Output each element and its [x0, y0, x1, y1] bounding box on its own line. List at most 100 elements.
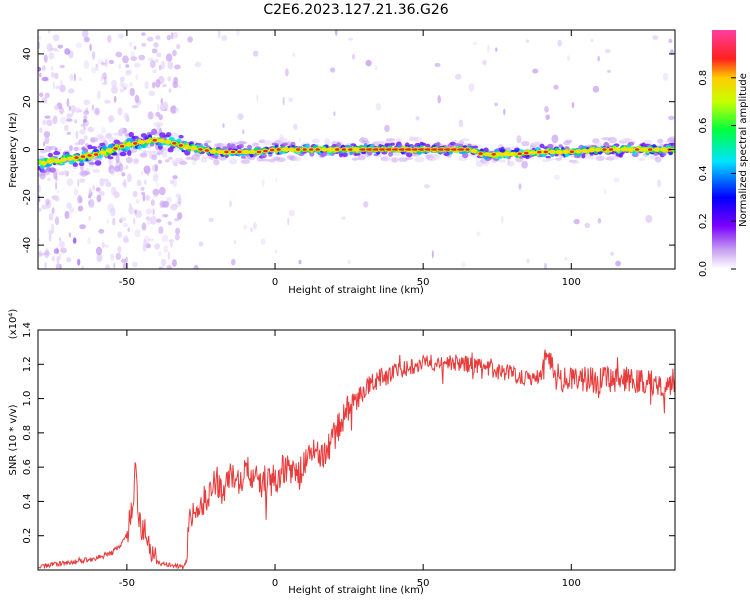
spectrum-noise-cell [129, 41, 132, 47]
spectrum-ridge-peak [152, 138, 157, 142]
spectrum-noise-cell [132, 261, 138, 268]
spectrum-noise-cell [365, 59, 372, 67]
spectrum-noise-cell [46, 119, 53, 127]
spectrum-noise-cell [194, 61, 202, 68]
spectrum-band-cell [204, 140, 212, 144]
spectrum-band-cell [92, 168, 101, 173]
spectrum-noise-cell [170, 105, 177, 114]
spectrum-noise-cell [242, 129, 245, 135]
spectrum-noise-cell [163, 245, 169, 254]
spectrum-noise-cell [95, 187, 101, 192]
spectrum-noise-cell [51, 207, 55, 215]
spectrum-noise-cell [434, 62, 441, 68]
spectrum-noise-cell [298, 137, 301, 144]
spectrum-noise-cell [74, 119, 78, 124]
spectrum-ridge-cell [60, 157, 67, 162]
spectrum-noise-cell [88, 215, 91, 221]
spectrum-band-cell [53, 151, 61, 156]
spectrum-noise-cell [374, 64, 378, 71]
x-tick-label: -50 [119, 277, 135, 288]
spectrum-noise-cell [101, 241, 105, 249]
y-tick-label: 1.0 [22, 391, 33, 407]
spectrum-noise-cell [121, 172, 126, 177]
spectrum-noise-cell [165, 53, 173, 62]
spectrum-noise-cell [83, 118, 87, 123]
spectrum-noise-cell [161, 60, 165, 70]
spectrum-noise-cell [131, 104, 139, 109]
spectrum-noise-cell [663, 72, 669, 81]
spectrum-band-cell [107, 143, 114, 150]
spectrum-noise-cell [172, 49, 177, 57]
y-tick-label: 1.2 [22, 356, 33, 372]
spectrum-noise-cell [66, 98, 70, 107]
spectrum-noise-cell [54, 72, 59, 80]
spectrum-noise-cell [494, 102, 498, 107]
spectrum-band-cell [298, 153, 305, 157]
spectrum-noise-cell [172, 161, 178, 167]
colorbar-tick-label: 0.6 [698, 118, 709, 134]
spectrum-noise-cell [172, 178, 177, 188]
spectrum-ridge-peak [74, 156, 79, 159]
spectrum-noise-cell [60, 116, 66, 125]
spectrum-band-cell [395, 137, 402, 144]
spectrum-noise-cell [590, 38, 594, 43]
spectrum-band-cell [119, 151, 127, 157]
spectrum-ridge-peak [237, 150, 242, 154]
spectrum-noise-cell [83, 115, 88, 120]
spectrum-noise-cell [141, 222, 147, 231]
spectrum-noise-cell [38, 250, 42, 258]
spectrum-noise-cell [125, 164, 129, 169]
spectrum-noise-cell [158, 226, 164, 235]
spectrum-noise-cell [415, 116, 420, 121]
spectrum-ridge-cell [587, 148, 595, 153]
spectrum-band-cell [432, 154, 441, 160]
spectrum-noise-cell [117, 245, 122, 254]
spectrum-noise-cell [77, 178, 80, 187]
spectrum-noise-cell [363, 201, 369, 208]
spectrum-noise-cell [83, 126, 86, 130]
spectrum-noise-cell [96, 253, 103, 262]
spectrum-ridge-peak [119, 144, 125, 148]
spectrum-ridge-cell [157, 138, 165, 143]
spectrum-noise-cell [88, 194, 92, 199]
spectrum-noise-cell [526, 39, 529, 43]
spectrum-noise-cell [468, 83, 475, 92]
spectrum-noise-cell [65, 118, 73, 122]
spectrum-band-cell [377, 141, 387, 145]
spectrum-noise-cell [553, 174, 561, 180]
spectrum-noise-cell [152, 188, 160, 196]
spectrum-noise-cell [79, 224, 86, 230]
spectrum-band-cell [539, 143, 545, 149]
spectrum-noise-cell [158, 266, 163, 269]
spectrum-noise-cell [113, 262, 116, 269]
spectrum-noise-cell [48, 233, 52, 242]
spectrum-noise-cell [144, 81, 149, 90]
spectrum-noise-cell [155, 111, 161, 117]
spectrum-band-cell [311, 138, 320, 144]
spectrum-band-cell [165, 132, 172, 137]
spectrum-noise-cell [231, 258, 236, 266]
spectrum-noise-cell [154, 174, 158, 178]
spectrum-noise-cell [46, 43, 53, 52]
spectrum-band-cell [654, 156, 662, 163]
spectrum-band-cell [252, 142, 260, 147]
spectrum-band-cell [268, 153, 273, 157]
spectrum-ridge-peak [602, 148, 607, 151]
spectrum-noise-cell [44, 251, 51, 256]
spectrum-noise-cell [48, 230, 54, 235]
spectrum-noise-cell [39, 149, 47, 154]
spectrum-noise-cell [88, 187, 92, 194]
spectrum-ridge-peak [491, 153, 496, 156]
spectrum-noise-cell [41, 65, 46, 71]
spectrum-noise-cell [174, 64, 181, 70]
spectrum-noise-cell [160, 97, 163, 105]
spectrum-noise-cell [53, 248, 60, 255]
spectrum-band-cell [398, 157, 408, 163]
spectrum-band-cell [482, 159, 490, 166]
spectrum-noise-cell [150, 199, 155, 206]
spectrum-noise-cell [44, 249, 50, 259]
colorbar-gradient [712, 30, 736, 269]
spectrum-noise-cell [384, 124, 390, 133]
spectrum-band-cell [240, 153, 246, 156]
